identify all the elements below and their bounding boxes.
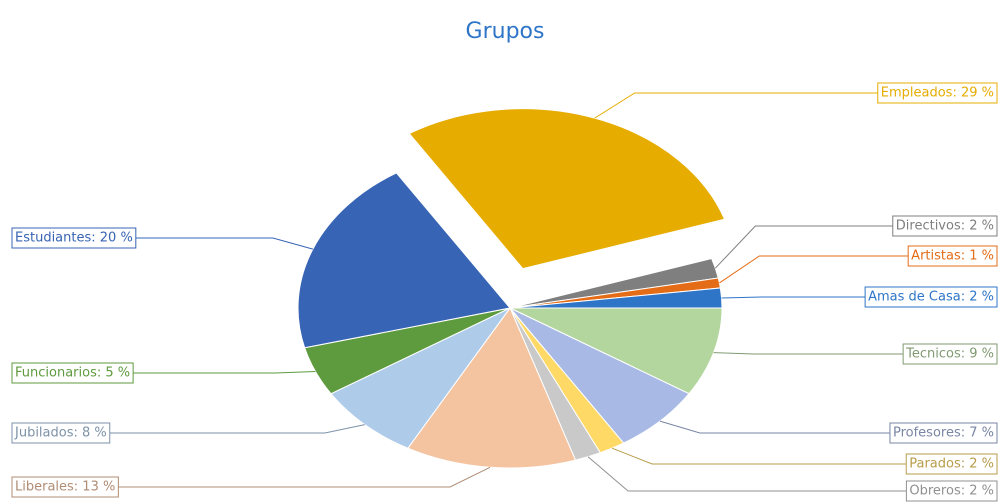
leader-line <box>611 447 907 465</box>
data-label: Parados: 2 % <box>909 457 994 472</box>
pie-slice <box>408 108 726 270</box>
data-label: Tecnicos: 9 % <box>905 347 994 362</box>
data-label: Estudiantes: 20 % <box>15 231 133 246</box>
pie-slice <box>407 306 577 469</box>
data-label: Directivos: 2 % <box>896 219 994 234</box>
leader-line <box>714 225 893 269</box>
pie-slice <box>330 307 511 449</box>
data-label: Empleados: 29 % <box>881 86 994 101</box>
leader-line <box>587 456 907 492</box>
data-label: Funcionarios: 5 % <box>15 366 130 381</box>
leader-line <box>721 296 866 299</box>
data-label: Obreros: 2 % <box>909 484 994 499</box>
leader-line <box>135 237 314 250</box>
data-label: Amas de Casa: 2 % <box>868 290 994 305</box>
pie-slice <box>509 307 723 395</box>
leader-line <box>133 371 316 374</box>
chart-title: Grupos <box>466 19 545 44</box>
leader-line <box>659 420 890 434</box>
data-label: Liberales: 13 % <box>15 480 115 495</box>
data-label: Profesores: 7 % <box>893 426 994 441</box>
leader-line <box>109 424 365 434</box>
leader-line <box>719 255 909 284</box>
pie-slice <box>297 172 511 349</box>
leader-line <box>118 466 491 488</box>
leader-line <box>713 352 904 355</box>
data-label: Artistas: 1 % <box>911 249 994 264</box>
data-label: Jubilados: 8 % <box>14 426 107 441</box>
leader-line <box>594 92 878 119</box>
